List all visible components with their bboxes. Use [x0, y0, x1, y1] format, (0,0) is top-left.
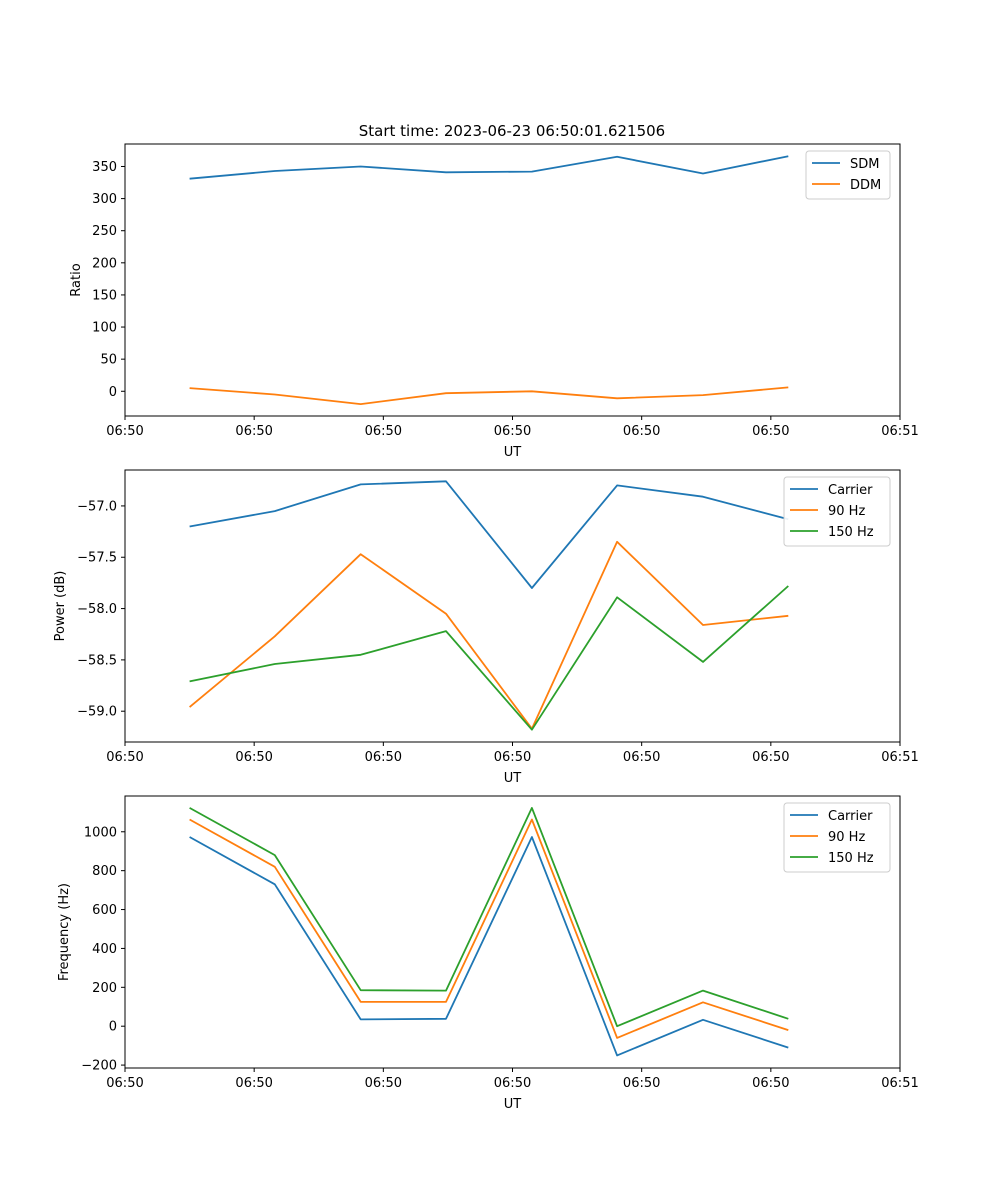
x-tick-label: 06:50: [494, 750, 531, 765]
x-tick-label: 06:50: [623, 750, 660, 765]
y-tick-label: 100: [92, 321, 117, 336]
y-tick-label: 400: [92, 942, 117, 957]
y-tick-label: −200: [81, 1059, 117, 1074]
y-tick-label: 250: [92, 224, 117, 239]
y-tick-label: 800: [92, 864, 117, 879]
x-tick-label: 06:50: [494, 1076, 531, 1091]
legend-box: [783, 476, 891, 547]
x-tick-label: 06:51: [881, 1076, 918, 1091]
chart-title: Start time: 2023-06-23 06:50:01.621506: [359, 122, 665, 140]
y-tick-label: 1000: [84, 825, 117, 840]
legend-label: DDM: [850, 178, 881, 193]
y-tick-label: 200: [92, 981, 117, 996]
y-tick-label: −59.0: [77, 705, 117, 720]
x-tick-label: 06:51: [881, 750, 918, 765]
x-tick-label: 06:50: [235, 750, 272, 765]
y-tick-label: 0: [109, 385, 117, 400]
legend-label: Carrier: [828, 483, 873, 498]
x-tick-label: 06:50: [365, 424, 402, 439]
y-tick-label: 300: [92, 192, 117, 207]
series-line-carrier: [189, 480, 789, 589]
x-tick-label: 06:50: [235, 1076, 272, 1091]
x-tick-label: 06:50: [106, 1076, 143, 1091]
series-line-150-hz: [189, 585, 789, 731]
y-tick-label: −57.5: [77, 551, 117, 566]
legend-label: Carrier: [828, 809, 873, 824]
legend-label: 90 Hz: [828, 830, 865, 845]
y-tick-label: 150: [92, 288, 117, 303]
x-tick-label: 06:51: [881, 424, 918, 439]
chart-panels: 06:50 06:50 06:50 06:50 06:50 06:50 06:51 0 50 10…: [53, 143, 919, 1112]
x-tick-label: 06:50: [623, 424, 660, 439]
y-axis-label: Ratio: [69, 263, 84, 296]
x-tick-label: 06:50: [106, 750, 143, 765]
legend-label: 150 Hz: [828, 851, 874, 866]
y-axis-label: Frequency (Hz): [57, 883, 72, 981]
x-axis-label: UT: [504, 771, 522, 786]
chart-panel-2: 06:50 06:50 06:50 06:50 06:50 06:50 06:51 −59.0…: [53, 469, 919, 786]
x-tick-label: 06:50: [494, 424, 531, 439]
legend-box: [783, 802, 891, 873]
y-tick-label: −58.0: [77, 602, 117, 617]
series-line-carrier: [189, 836, 789, 1057]
x-tick-label: 06:50: [752, 424, 789, 439]
legend: Carrier 90 Hz 150 Hz: [783, 476, 891, 547]
series-line-90-hz: [189, 818, 789, 1039]
x-axis-label: UT: [504, 445, 522, 460]
y-tick-label: −58.5: [77, 653, 117, 668]
series-line-ddm: [189, 386, 789, 406]
legend-label: 150 Hz: [828, 525, 874, 540]
plot-area: [124, 795, 901, 1069]
y-tick-label: 50: [100, 353, 117, 368]
y-tick-label: −57.0: [77, 499, 117, 514]
x-axis-label: UT: [504, 1097, 522, 1112]
y-axis-label: Power (dB): [53, 571, 68, 642]
chart-panel-1: 06:50 06:50 06:50 06:50 06:50 06:50 06:51 0 50 10…: [69, 143, 919, 460]
series-line-sdm: [189, 155, 789, 180]
y-tick-label: 600: [92, 903, 117, 918]
plot-area: [124, 143, 901, 417]
legend: Carrier 90 Hz 150 Hz: [783, 802, 891, 873]
x-tick-label: 06:50: [106, 424, 143, 439]
x-tick-label: 06:50: [623, 1076, 660, 1091]
series-line-90-hz: [189, 540, 789, 730]
chart-panel-3: 06:50 06:50 06:50 06:50 06:50 06:50 06:51 −200 0…: [57, 795, 919, 1112]
x-tick-label: 06:50: [235, 424, 272, 439]
legend-label: SDM: [850, 157, 879, 172]
y-tick-label: 350: [92, 160, 117, 175]
legend-label: 90 Hz: [828, 504, 865, 519]
x-tick-label: 06:50: [365, 1076, 402, 1091]
legend: SDM DDM: [805, 150, 891, 200]
series-line-150-hz: [189, 807, 789, 1028]
x-tick-label: 06:50: [365, 750, 402, 765]
y-tick-label: 200: [92, 256, 117, 271]
y-tick-label: 0: [109, 1020, 117, 1035]
x-tick-label: 06:50: [752, 1076, 789, 1091]
x-tick-label: 06:50: [752, 750, 789, 765]
